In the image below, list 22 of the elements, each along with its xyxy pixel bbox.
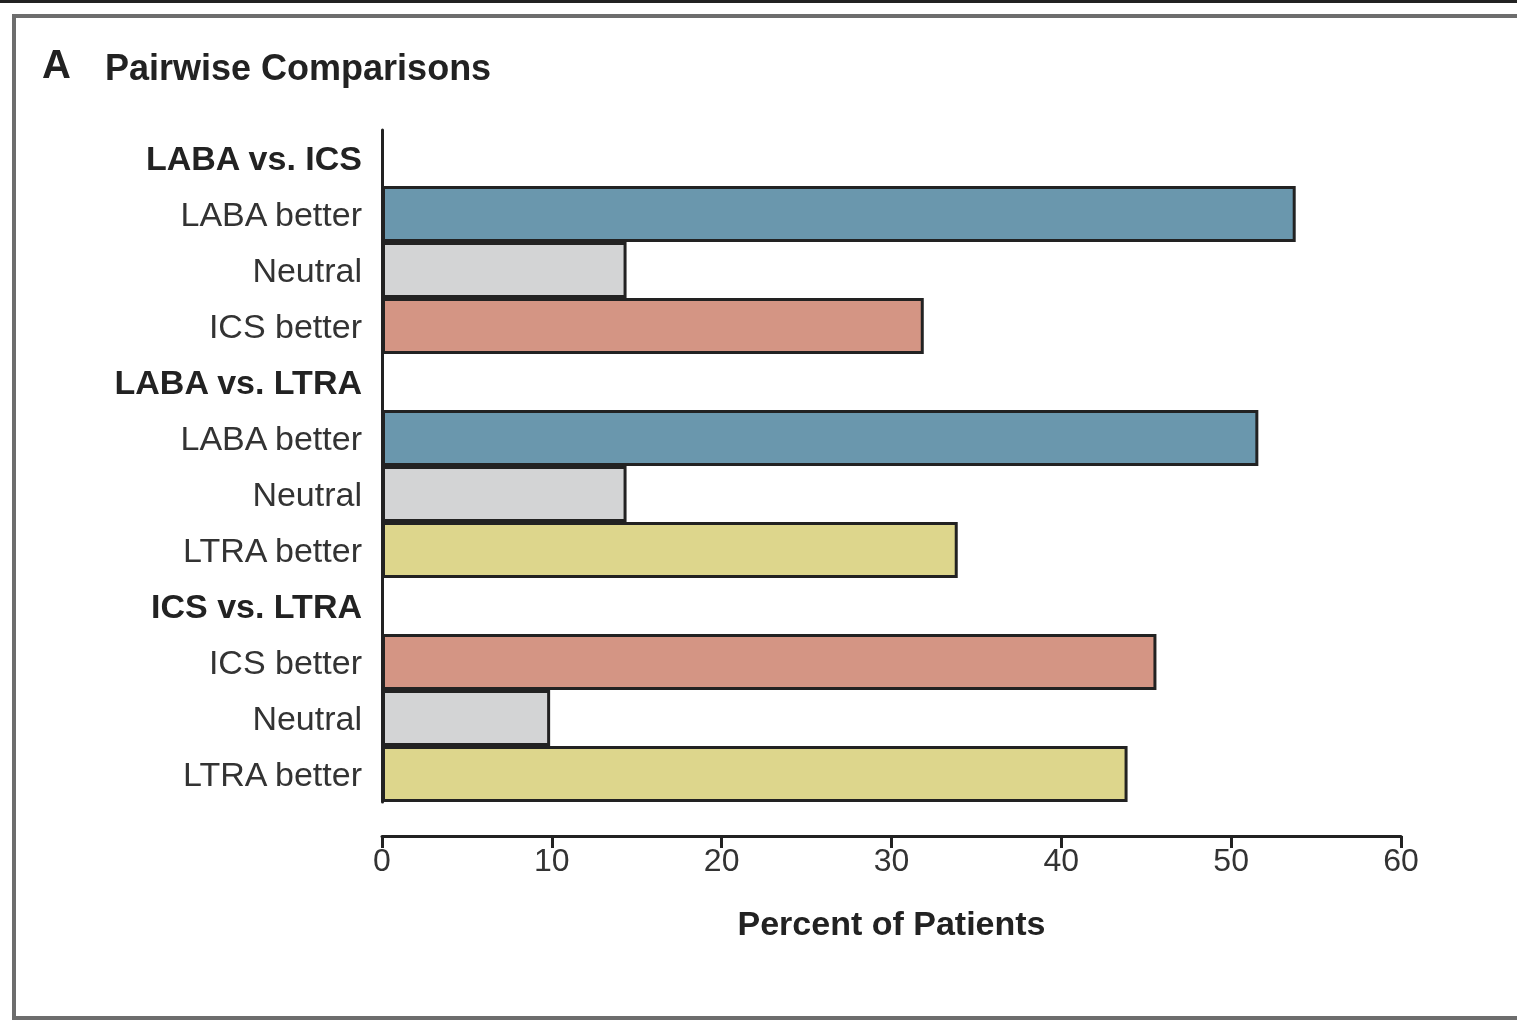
x-tick-label: 10 [534, 842, 570, 878]
x-tick-label: 40 [1043, 842, 1080, 878]
y-tick-label: Neutral [252, 699, 362, 737]
y-tick-label: LTRA better [183, 755, 362, 793]
x-tick-label: 60 [1383, 842, 1419, 878]
x-tick-label: 20 [703, 842, 740, 878]
x-axis-title: Percent of Patients [737, 904, 1046, 942]
y-tick-label: ICS better [208, 307, 362, 345]
x-tick-label: 50 [1213, 842, 1249, 878]
y-tick-label: Neutral [252, 475, 362, 513]
y-tick-label: ICS better [208, 643, 362, 681]
x-tick-label: 0 [373, 842, 391, 878]
x-tick-label: 30 [873, 842, 910, 878]
y-tick-label: LABA vs. ICS [145, 139, 362, 177]
y-tick-label: LABA better [180, 195, 362, 233]
y-tick-label: ICS vs. LTRA [151, 587, 362, 625]
text: A [42, 42, 71, 86]
y-tick-label: Neutral [252, 251, 362, 289]
y-tick-label: LABA vs. LTRA [114, 363, 362, 401]
chart-title: Pairwise Comparisons [105, 46, 492, 88]
y-tick-label: LTRA better [183, 531, 362, 569]
y-tick-label: LABA better [180, 419, 362, 457]
